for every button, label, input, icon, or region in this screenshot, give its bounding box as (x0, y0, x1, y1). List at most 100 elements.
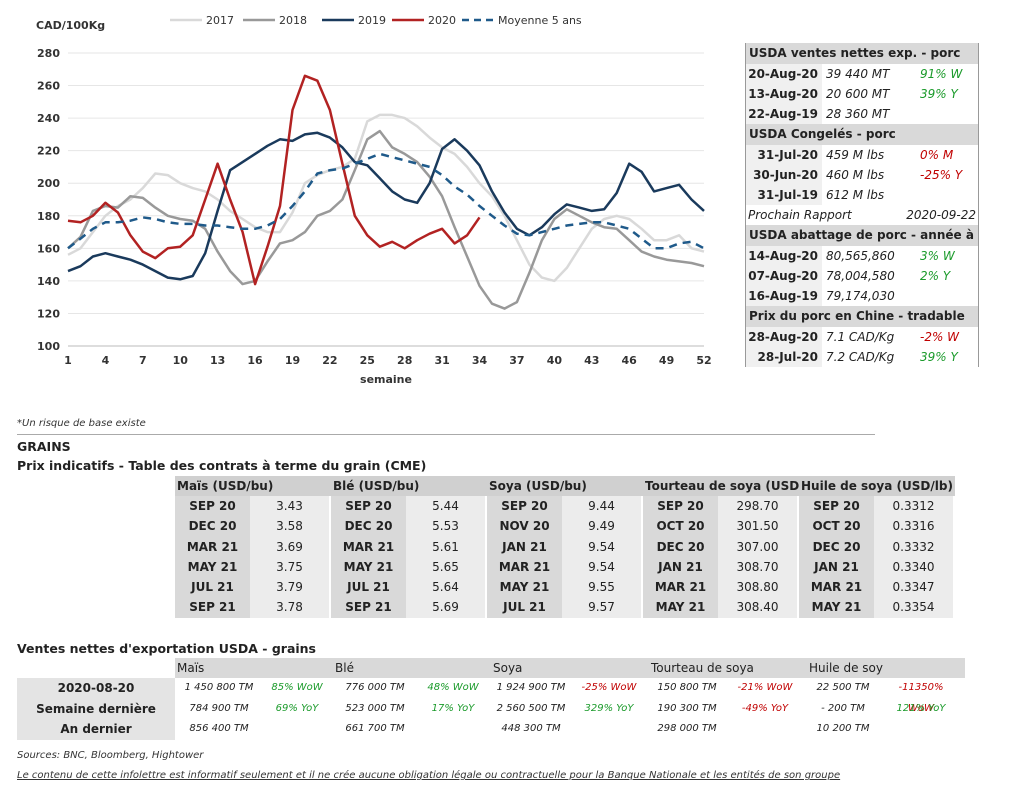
contract-month: JUL 21 (487, 597, 562, 618)
table-row: DEC 20 0.3332 (799, 536, 955, 557)
y-tick-240: 240 (37, 112, 60, 125)
panel-date: 31-Jul-19 (746, 185, 822, 205)
contract-month: SEP 20 (643, 496, 718, 517)
panel-change: 2% Y (920, 269, 951, 283)
export-cell: 1 924 900 TM -25% WoW (487, 678, 643, 699)
contract-price: 0.3316 (874, 516, 953, 537)
x-tick-31: 31 (434, 354, 449, 367)
disclaimer-link[interactable]: Le contenu de cette infolettre est infor… (17, 770, 841, 781)
panel-row: 16-Aug-19 79,174,030 (746, 286, 978, 306)
panel-value: 459 M lbs (826, 148, 885, 162)
export-cell: 22 500 TM -11350% WoW (799, 678, 955, 714)
contract-price: 308.40 (718, 597, 797, 618)
contract-price: 0.3347 (874, 577, 953, 598)
x-tick-28: 28 (397, 354, 412, 367)
contract-price: 0.3354 (874, 597, 953, 618)
chart-lines (67, 74, 705, 310)
contract-price: 9.55 (562, 577, 641, 598)
contract-month: MAR 21 (331, 536, 406, 557)
x-tick-37: 37 (509, 354, 524, 367)
contract-price: 9.44 (562, 496, 641, 517)
futures-table: Maïs (USD/bu) SEP 20 3.43 DEC 20 3.58 MAR 21 3… (175, 476, 955, 618)
legend-label-4: Moyenne 5 ans (498, 14, 582, 27)
contract-month: OCT 20 (799, 516, 874, 537)
x-tick-46: 46 (622, 354, 638, 367)
y-tick-260: 260 (37, 80, 60, 93)
export-value: 784 900 TM (189, 702, 249, 714)
panel-row: 28-Aug-20 7.1 CAD/Kg -2% W (746, 327, 978, 347)
contract-price: 3.43 (250, 496, 329, 517)
x-tick-25: 25 (360, 354, 375, 367)
table-row: MAR 21 308.80 (643, 577, 799, 598)
panel-date: 22-Aug-19 (746, 104, 822, 124)
contract-price: 308.70 (718, 556, 797, 578)
table-row: JUL 21 5.64 (331, 577, 487, 598)
panel-date: 30-Jun-20 (746, 165, 822, 185)
table-row: An dernier 856 400 TM 661 700 TM 448 300 TM… (17, 719, 965, 740)
futures-group: Soya (USD/bu) SEP 20 9.44 NOV 20 9.49 JAN 21 9… (487, 476, 643, 618)
export-value: - 200 TM (821, 702, 865, 714)
contract-month: OCT 20 (643, 516, 718, 537)
contract-month: SEP 21 (331, 597, 406, 618)
export-change (419, 719, 487, 740)
contract-price: 5.65 (406, 556, 485, 578)
table-row: MAY 21 9.55 (487, 577, 643, 598)
legend-label-3: 2020 (428, 14, 456, 27)
panel-change (920, 185, 976, 205)
export-change: 48% WoW (427, 682, 479, 693)
panel-section-title: Prix du porc en Chine - tradable (746, 306, 978, 327)
grains-title: GRAINS (17, 439, 71, 454)
contract-month: SEP 20 (799, 496, 874, 517)
table-row: JUL 21 3.79 (175, 577, 331, 598)
panel-value: 79,174,030 (826, 289, 895, 303)
contract-month: MAY 21 (643, 597, 718, 618)
contract-month: SEP 21 (175, 597, 250, 618)
contract-price: 5.53 (406, 516, 485, 537)
export-value: 523 000 TM (345, 702, 405, 714)
contract-price: 9.49 (562, 516, 641, 537)
contract-month: SEP 20 (175, 496, 250, 517)
contract-month: DEC 20 (175, 516, 250, 537)
table-row: SEP 20 298.70 (643, 496, 799, 517)
table-row: MAR 21 0.3347 (799, 577, 955, 598)
panel-date: 31-Jul-20 (746, 145, 822, 165)
export-cell: 661 700 TM (331, 719, 487, 740)
panel-value: 78,004,580 (826, 269, 895, 283)
export-cell: 1 450 800 TM 85% WoW (175, 678, 331, 699)
panel-date: 13-Aug-20 (746, 84, 822, 104)
y-tick-160: 160 (37, 242, 60, 255)
export-change: -11350% WoW (898, 682, 944, 714)
export-change (731, 719, 799, 740)
y-axis-ticks: 100 120 140 160 180 200 220 240 260 280 (37, 47, 60, 353)
export-cell: 523 000 TM 17% YoY (331, 699, 487, 720)
futures-group: Blé (USD/bu) SEP 20 5.44 DEC 20 5.53 MAR 21 5.… (331, 476, 487, 618)
panel-value: 28 360 MT (826, 107, 890, 121)
contract-month: JAN 21 (643, 556, 718, 578)
panel-row: 14-Aug-20 80,565,860 3% W (746, 246, 978, 266)
panel-change (920, 286, 976, 306)
export-change (263, 719, 331, 740)
panel-row: 20-Aug-20 39 440 MT 91% W (746, 64, 978, 84)
export-value: 190 300 TM (657, 702, 717, 714)
legend-label-0: 2017 (206, 14, 234, 27)
contract-month: JAN 21 (799, 556, 874, 578)
y-tick-120: 120 (37, 307, 60, 320)
panel-date: 14-Aug-20 (746, 246, 822, 266)
table-row: DEC 20 5.53 (331, 516, 487, 537)
contract-price: 307.00 (718, 536, 797, 557)
table-row: MAR 21 9.54 (487, 556, 643, 578)
y-axis-title: CAD/100Kg (36, 19, 105, 32)
contract-month: DEC 20 (331, 516, 406, 537)
panel-change: 91% W (920, 67, 963, 81)
futures-group: Maïs (USD/bu) SEP 20 3.43 DEC 20 3.58 MAR 21 3… (175, 476, 331, 618)
panel-date: 28-Jul-20 (746, 347, 822, 367)
contract-price: 3.75 (250, 556, 329, 578)
table-row: 2020-08-20 1 450 800 TM 85% WoW 776 000 TM 4… (17, 678, 965, 714)
export-value: 22 500 TM (816, 682, 870, 693)
contract-price: 3.79 (250, 577, 329, 598)
panel-row: 07-Aug-20 78,004,580 2% Y (746, 266, 978, 286)
table-row: JUL 21 9.57 (487, 597, 643, 618)
export-cell: 190 300 TM -49% YoY (643, 699, 799, 720)
table-row: MAR 21 5.61 (331, 536, 487, 557)
series-line-moyenne-5-ans (67, 152, 705, 250)
